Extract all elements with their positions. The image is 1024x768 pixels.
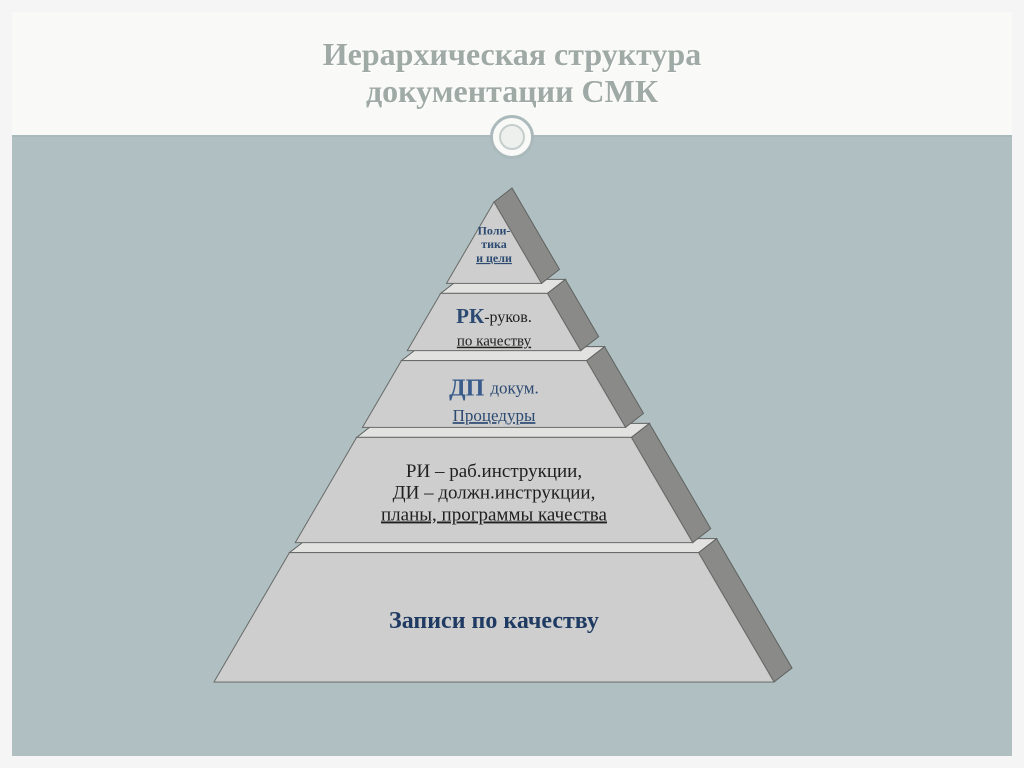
pyramid-level-4: Записи по качеству <box>214 539 792 682</box>
title-line-1: Иерархическая структура <box>12 36 1012 73</box>
pyramid-level-0: Поли-тикаи цели <box>447 188 560 283</box>
pyramid-container: Записи по качеству РИ – раб.инструкции,ДИ… <box>12 172 1012 756</box>
pyramid-level-3-line-2: планы, программы качества <box>381 504 608 525</box>
pyramid-level-3-line-0: РИ – раб.инструкции, <box>406 461 582 482</box>
slide: Иерархическая структура документации СМК… <box>0 0 1024 768</box>
title-line-2: документации СМК <box>12 73 1012 110</box>
pyramid-level-2-line-1: Процедуры <box>453 406 536 425</box>
pyramid-level-2: ДП докум. Процедуры <box>363 347 644 428</box>
pyramid-level-1: РК-руков.по качеству <box>407 279 598 350</box>
pyramid-diagram: Записи по качеству РИ – раб.инструкции,ДИ… <box>194 192 830 706</box>
pyramid-level-0-line-1: тика <box>481 237 507 251</box>
pyramid-level-1-line-1: по качеству <box>457 334 532 350</box>
pyramid-level-2-line-0: ДП докум. <box>449 375 539 401</box>
pyramid-level-0-line-0: Поли- <box>478 223 511 237</box>
pyramid-level-3-line-1: ДИ – должн.инструкции, <box>393 483 596 504</box>
circle-ornament-icon <box>490 115 534 159</box>
pyramid-level-4-line-0: Записи по качеству <box>389 608 599 634</box>
pyramid-level-3: РИ – раб.инструкции,ДИ – должн.инструкци… <box>295 423 710 542</box>
page-title: Иерархическая структура документации СМК <box>12 12 1012 110</box>
pyramid-level-0-line-2: и цели <box>476 251 512 265</box>
